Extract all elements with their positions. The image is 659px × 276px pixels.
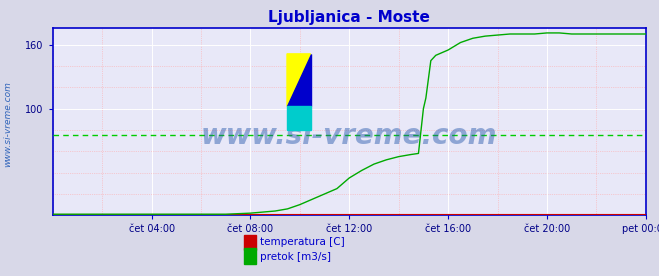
Bar: [287, 107, 310, 130]
Text: pretok [m3/s]: pretok [m3/s]: [260, 252, 331, 262]
Polygon shape: [287, 54, 310, 107]
Polygon shape: [287, 54, 310, 107]
Text: www.si-vreme.com: www.si-vreme.com: [201, 123, 498, 150]
Text: www.si-vreme.com: www.si-vreme.com: [3, 81, 13, 167]
FancyArrow shape: [52, 214, 53, 215]
Text: temperatura [C]: temperatura [C]: [260, 237, 345, 247]
Title: Ljubljanica - Moste: Ljubljanica - Moste: [268, 10, 430, 25]
